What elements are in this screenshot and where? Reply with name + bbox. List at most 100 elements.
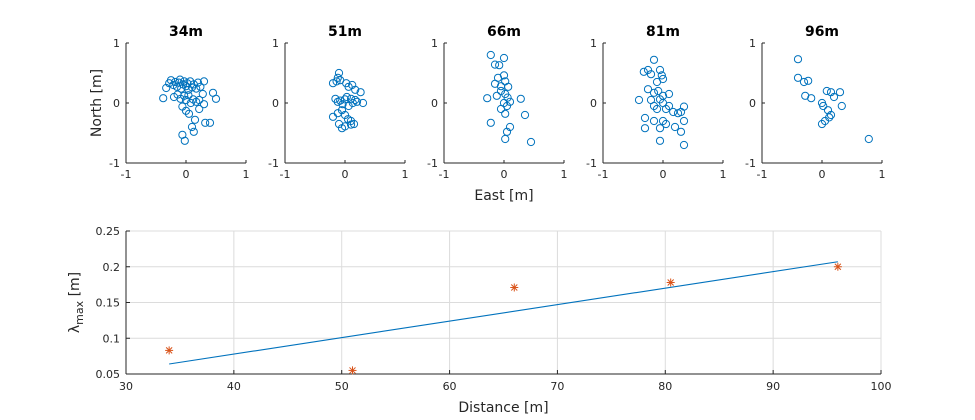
y-label-unit: [m] bbox=[67, 272, 83, 301]
data-point bbox=[199, 77, 209, 86]
data-point bbox=[504, 82, 513, 91]
data-point bbox=[669, 107, 678, 117]
data-point bbox=[165, 346, 174, 355]
data-point bbox=[640, 113, 650, 123]
marker-stroke bbox=[165, 347, 173, 354]
y-axis-label: λmax [m] bbox=[67, 272, 86, 333]
y-tick-label: -1 bbox=[109, 157, 120, 170]
data-point bbox=[676, 127, 686, 136]
y-tick-label: 1 bbox=[431, 37, 438, 50]
data-point bbox=[649, 116, 659, 126]
data-point bbox=[340, 122, 350, 131]
marker-stroke bbox=[667, 279, 675, 286]
data-point bbox=[646, 70, 656, 79]
panel-title: 81m bbox=[646, 24, 680, 40]
data-point bbox=[344, 101, 353, 111]
bottom-chart: 30 40 50 60 70 80 90 100 0.05 0.1 0.15 0.2 0.25 Dista… bbox=[67, 225, 892, 416]
y-tick-label: 0 bbox=[272, 97, 279, 110]
marker-stroke bbox=[510, 284, 518, 291]
data-point bbox=[649, 88, 659, 97]
data-point bbox=[195, 95, 204, 105]
data-point bbox=[655, 124, 665, 133]
data-point bbox=[181, 106, 191, 115]
y-tick-label: 1 bbox=[590, 37, 597, 50]
panel-title: 34m bbox=[169, 24, 203, 40]
data-point bbox=[342, 92, 351, 102]
plot-area bbox=[126, 43, 246, 163]
data-point bbox=[192, 84, 201, 93]
x-tick-label: 0 bbox=[183, 168, 190, 181]
data-point bbox=[180, 91, 189, 100]
data-point bbox=[679, 116, 689, 126]
data-point bbox=[332, 77, 341, 86]
data-point bbox=[499, 71, 509, 80]
plot-area bbox=[603, 43, 723, 163]
data-point bbox=[346, 116, 356, 126]
data-point bbox=[664, 89, 674, 99]
data-point bbox=[643, 85, 653, 94]
data-point bbox=[510, 283, 519, 292]
data-point bbox=[486, 118, 495, 127]
fit-line bbox=[169, 261, 838, 365]
data-point bbox=[351, 85, 360, 94]
y-tick-label: -1 bbox=[427, 157, 438, 170]
data-point bbox=[358, 98, 368, 108]
data-point bbox=[679, 140, 689, 150]
x-tick-label: 100 bbox=[871, 380, 892, 393]
y-tick-label: 0.1 bbox=[103, 332, 121, 345]
data-point bbox=[349, 119, 359, 129]
marker-stroke bbox=[834, 263, 842, 271]
data-point bbox=[835, 88, 845, 97]
data-point bbox=[661, 104, 671, 114]
data-point bbox=[501, 109, 510, 118]
y-tick-label: 0 bbox=[113, 97, 120, 110]
data-point bbox=[490, 60, 500, 69]
data-point bbox=[819, 101, 828, 111]
x-tick-label: 0 bbox=[819, 168, 826, 181]
data-point bbox=[483, 94, 492, 103]
data-point bbox=[180, 136, 189, 145]
data-point bbox=[649, 55, 659, 64]
data-point bbox=[516, 94, 525, 103]
y-tick-label: 1 bbox=[113, 37, 120, 50]
data-point bbox=[348, 366, 357, 375]
data-point bbox=[193, 78, 203, 87]
x-tick-label: 1 bbox=[402, 168, 409, 181]
data-point bbox=[793, 55, 803, 64]
panel-title: 51m bbox=[328, 24, 362, 40]
data-point bbox=[679, 102, 689, 111]
y-tick-label: -1 bbox=[268, 157, 279, 170]
y-tick-label: 0.2 bbox=[103, 261, 121, 274]
data-point bbox=[190, 115, 200, 124]
data-point bbox=[649, 101, 659, 111]
data-point bbox=[195, 104, 204, 114]
data-point bbox=[639, 67, 648, 76]
data-point bbox=[351, 95, 360, 105]
data-point bbox=[184, 91, 193, 100]
data-point bbox=[171, 77, 180, 87]
y-tick-label: -1 bbox=[745, 157, 756, 170]
scatter-panel: -1 0 1 -1 0 1 66m East [m] bbox=[427, 24, 567, 204]
data-point bbox=[340, 95, 350, 104]
data-point bbox=[184, 109, 194, 118]
y-tick-label: 0 bbox=[590, 97, 597, 110]
data-point bbox=[501, 134, 510, 144]
x-tick-label: -1 bbox=[598, 168, 609, 181]
data-point bbox=[826, 110, 836, 120]
data-point bbox=[657, 71, 666, 80]
x-tick-label: 40 bbox=[227, 380, 241, 393]
data-point bbox=[654, 86, 663, 96]
data-point bbox=[526, 137, 536, 147]
data-point bbox=[817, 119, 827, 129]
x-axis-label: Distance [m] bbox=[458, 400, 548, 416]
data-point bbox=[670, 122, 680, 132]
data-point bbox=[652, 104, 662, 114]
data-point bbox=[352, 97, 362, 106]
data-point bbox=[208, 88, 218, 97]
x-tick-label: -1 bbox=[280, 168, 291, 181]
data-point bbox=[837, 101, 846, 111]
data-point bbox=[166, 76, 176, 85]
data-point bbox=[338, 100, 347, 109]
data-point bbox=[634, 95, 644, 105]
